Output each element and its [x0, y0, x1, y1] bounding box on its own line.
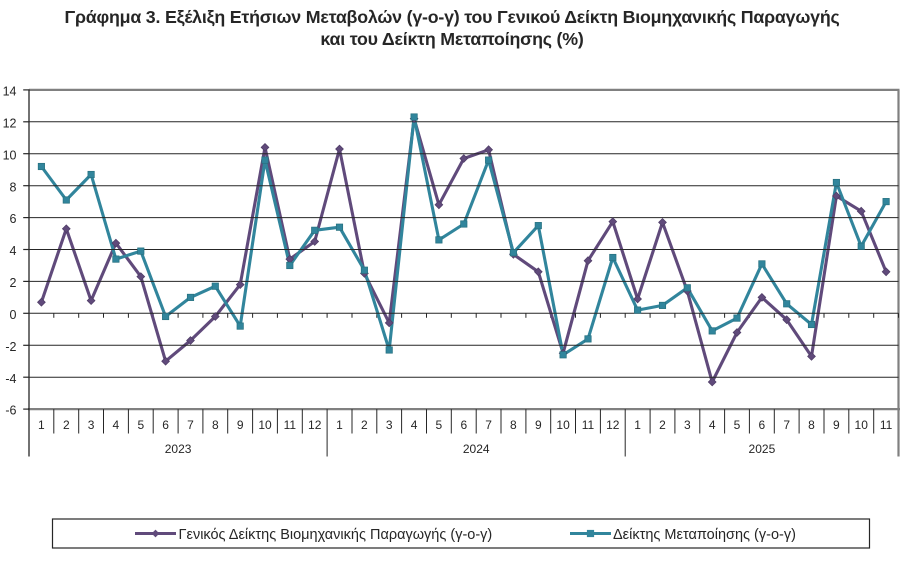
svg-text:8: 8 [510, 418, 517, 432]
svg-text:3: 3 [684, 418, 691, 432]
svg-text:10: 10 [855, 418, 869, 432]
svg-text:10: 10 [3, 148, 17, 162]
svg-text:2024: 2024 [463, 442, 490, 456]
svg-text:2: 2 [361, 418, 368, 432]
svg-text:5: 5 [734, 418, 741, 432]
svg-text:5: 5 [137, 418, 144, 432]
svg-text:6: 6 [10, 212, 17, 226]
svg-text:11: 11 [880, 418, 893, 432]
svg-text:9: 9 [833, 418, 840, 432]
svg-text:4: 4 [411, 418, 418, 432]
svg-text:8: 8 [212, 418, 219, 432]
svg-text:-6: -6 [5, 404, 16, 418]
svg-text:Δείκτης Μεταποίησης (γ-ο-γ): Δείκτης Μεταποίησης (γ-ο-γ) [613, 527, 796, 543]
svg-text:11: 11 [582, 418, 595, 432]
svg-text:7: 7 [783, 418, 790, 432]
svg-text:4: 4 [10, 244, 17, 258]
svg-text:2025: 2025 [749, 442, 776, 456]
svg-text:1: 1 [38, 418, 45, 432]
svg-text:7: 7 [187, 418, 194, 432]
svg-text:12: 12 [606, 418, 620, 432]
svg-text:9: 9 [237, 418, 244, 432]
svg-text:0: 0 [10, 308, 17, 322]
svg-text:1: 1 [634, 418, 641, 432]
svg-text:2023: 2023 [165, 442, 192, 456]
svg-text:8: 8 [10, 180, 17, 194]
svg-text:3: 3 [386, 418, 393, 432]
svg-text:1: 1 [336, 418, 343, 432]
svg-text:6: 6 [759, 418, 766, 432]
svg-text:2: 2 [63, 418, 70, 432]
svg-text:4: 4 [113, 418, 120, 432]
svg-text:9: 9 [535, 418, 542, 432]
svg-text:7: 7 [485, 418, 492, 432]
svg-text:-2: -2 [5, 340, 16, 354]
svg-text:12: 12 [308, 418, 322, 432]
svg-text:Γενικός Δείκτης Βιομηχανικής Π: Γενικός Δείκτης Βιομηχανικής Παραγωγής (… [179, 527, 493, 543]
svg-text:12: 12 [3, 116, 17, 130]
svg-text:6: 6 [162, 418, 169, 432]
svg-text:11: 11 [284, 418, 297, 432]
svg-text:8: 8 [808, 418, 815, 432]
svg-text:2: 2 [10, 276, 17, 290]
svg-text:3: 3 [88, 418, 95, 432]
svg-text:2: 2 [659, 418, 666, 432]
svg-text:-4: -4 [5, 372, 16, 386]
svg-text:4: 4 [709, 418, 716, 432]
svg-text:14: 14 [3, 85, 17, 99]
svg-text:10: 10 [258, 418, 272, 432]
svg-text:10: 10 [556, 418, 570, 432]
svg-text:6: 6 [460, 418, 467, 432]
svg-text:5: 5 [436, 418, 443, 432]
